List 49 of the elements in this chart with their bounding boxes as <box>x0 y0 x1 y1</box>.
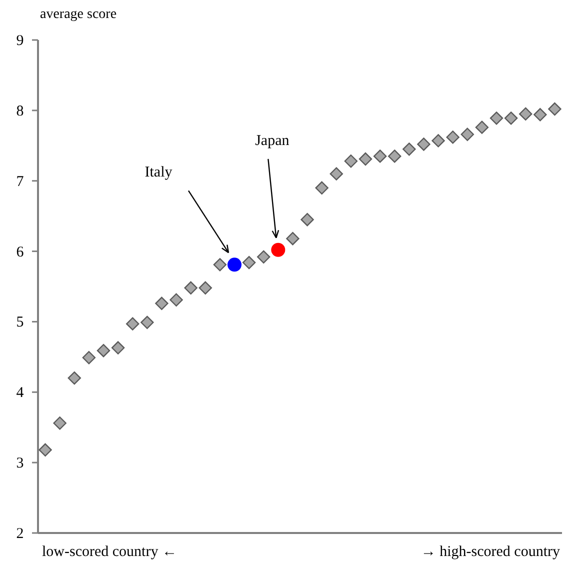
point <box>228 258 242 272</box>
point <box>198 281 212 295</box>
point <box>68 371 81 385</box>
point <box>432 134 445 148</box>
y-tick-label: 5 <box>16 314 24 331</box>
point <box>519 107 532 121</box>
text: → high-scored country <box>420 544 560 560</box>
point <box>534 108 547 122</box>
y-tick-label: 2 <box>16 526 24 542</box>
point <box>184 281 198 295</box>
point <box>373 150 387 163</box>
point <box>548 102 562 116</box>
point <box>358 152 372 166</box>
point <box>388 150 402 163</box>
y-tick-label: 8 <box>16 103 24 120</box>
point <box>170 293 183 306</box>
point <box>213 258 227 272</box>
text: low-scored country ← <box>42 544 177 560</box>
point <box>126 317 140 330</box>
point <box>242 256 256 270</box>
y-tick-label: 3 <box>16 456 24 472</box>
point <box>475 120 489 134</box>
point <box>82 351 96 364</box>
point <box>490 112 504 125</box>
point <box>140 316 154 330</box>
text: Japan <box>255 132 290 149</box>
point <box>330 167 343 180</box>
point <box>286 232 300 246</box>
point <box>38 443 52 456</box>
point <box>257 250 270 264</box>
point <box>300 212 314 226</box>
y-tick-label: 7 <box>16 174 24 190</box>
y-tick-label: 6 <box>16 244 24 260</box>
point <box>344 154 358 168</box>
point <box>417 138 430 151</box>
point <box>446 130 460 144</box>
point <box>504 112 518 125</box>
text: Italy <box>144 164 173 181</box>
point <box>155 296 168 310</box>
point <box>96 344 110 358</box>
y-tick-label: 9 <box>16 33 24 49</box>
y-tick-label: 4 <box>16 385 24 402</box>
y-axis-title: average score <box>40 7 117 22</box>
point <box>402 142 416 156</box>
point <box>271 242 286 257</box>
point <box>111 341 125 354</box>
point <box>53 416 66 430</box>
point <box>315 181 328 194</box>
point <box>460 128 474 141</box>
